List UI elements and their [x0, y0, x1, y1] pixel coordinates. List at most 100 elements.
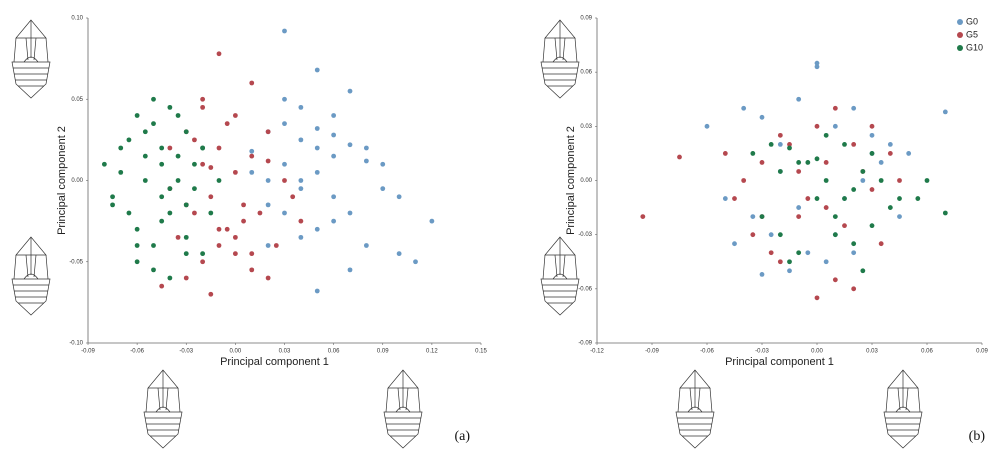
data-point [151, 267, 156, 273]
data-point [887, 151, 893, 156]
data-point [208, 210, 214, 216]
data-point [241, 218, 246, 224]
data-point [314, 126, 320, 131]
x-tick-label: 0.12 [426, 349, 438, 355]
data-point [126, 137, 132, 143]
data-point [347, 142, 353, 148]
data-point [787, 141, 792, 147]
data-point [290, 194, 296, 200]
data-point [732, 241, 737, 247]
data-point [183, 129, 189, 135]
legend-marker [957, 45, 963, 51]
data-point [151, 243, 156, 248]
data-point [878, 241, 884, 247]
data-point [777, 232, 783, 238]
data-point [249, 267, 255, 273]
data-point [347, 267, 353, 273]
data-point [151, 121, 156, 127]
data-point [208, 291, 214, 297]
data-point [796, 205, 802, 210]
y-tick-label: -0.03 [578, 232, 592, 238]
data-point [814, 60, 820, 66]
data-point [869, 123, 875, 129]
data-point [842, 196, 847, 201]
data-point [257, 210, 263, 216]
data-point [380, 161, 386, 167]
data-point [832, 277, 838, 283]
data-point [787, 145, 792, 151]
legend-label: G5 [966, 29, 978, 39]
data-point [640, 214, 646, 220]
data-point [860, 178, 866, 183]
data-point [314, 288, 320, 294]
data-point [331, 194, 337, 200]
data-point [832, 105, 838, 111]
data-point [363, 145, 369, 151]
data-point [192, 186, 197, 192]
wing-diagram [540, 19, 580, 99]
data-point [787, 268, 792, 274]
x-tick-label: 0.06 [921, 349, 933, 355]
data-point [249, 148, 255, 154]
data-point [159, 161, 165, 167]
data-point [298, 234, 304, 240]
wing-diagram [143, 369, 183, 449]
panel-label: (b) [969, 429, 986, 444]
data-point [216, 243, 222, 248]
data-point [265, 158, 271, 164]
data-point [331, 218, 337, 224]
data-point [860, 169, 866, 174]
data-point [823, 205, 829, 210]
data-point [175, 178, 181, 183]
data-point [741, 105, 747, 111]
data-point [842, 223, 847, 229]
y-tick-label: -0.09 [578, 341, 592, 347]
data-point [232, 169, 238, 175]
y-axis-title: Principal component 2 [565, 126, 577, 235]
data-point [183, 251, 189, 257]
data-point [851, 250, 857, 256]
x-tick-label: 0.15 [475, 349, 487, 355]
data-point [347, 88, 353, 94]
data-point [200, 259, 206, 265]
wing-diagram [883, 369, 923, 449]
y-tick-label: 0.03 [580, 124, 592, 130]
data-point [282, 178, 287, 183]
data-point [183, 275, 189, 281]
data-point [750, 232, 756, 238]
data-point [159, 145, 165, 151]
data-point [814, 196, 820, 201]
data-point [216, 51, 222, 57]
x-tick-label: 0.00 [230, 349, 242, 355]
data-point [298, 104, 304, 110]
legend-label: G10 [966, 42, 983, 52]
data-point [331, 153, 337, 159]
data-point [273, 243, 279, 248]
wing-diagram [11, 236, 51, 316]
data-point [915, 196, 921, 201]
data-point [192, 161, 197, 167]
x-tick-label: -0.12 [590, 349, 604, 355]
data-point [832, 232, 838, 238]
data-point [851, 141, 857, 147]
y-tick-label: -0.06 [578, 286, 592, 292]
data-point [805, 196, 811, 201]
data-point [768, 232, 774, 238]
data-point [224, 121, 230, 127]
data-point [298, 137, 304, 143]
data-point [897, 214, 902, 220]
data-point [134, 243, 140, 248]
data-point [232, 251, 238, 257]
legend-marker [957, 19, 963, 25]
data-point [814, 64, 820, 70]
x-tick-label: -0.03 [179, 349, 193, 355]
data-point [878, 178, 884, 183]
data-point [200, 161, 206, 167]
data-point [823, 178, 829, 183]
data-point [814, 156, 820, 162]
data-point [183, 202, 189, 208]
data-point [282, 121, 287, 127]
x-axis-title: Principal component 1 [725, 356, 834, 368]
